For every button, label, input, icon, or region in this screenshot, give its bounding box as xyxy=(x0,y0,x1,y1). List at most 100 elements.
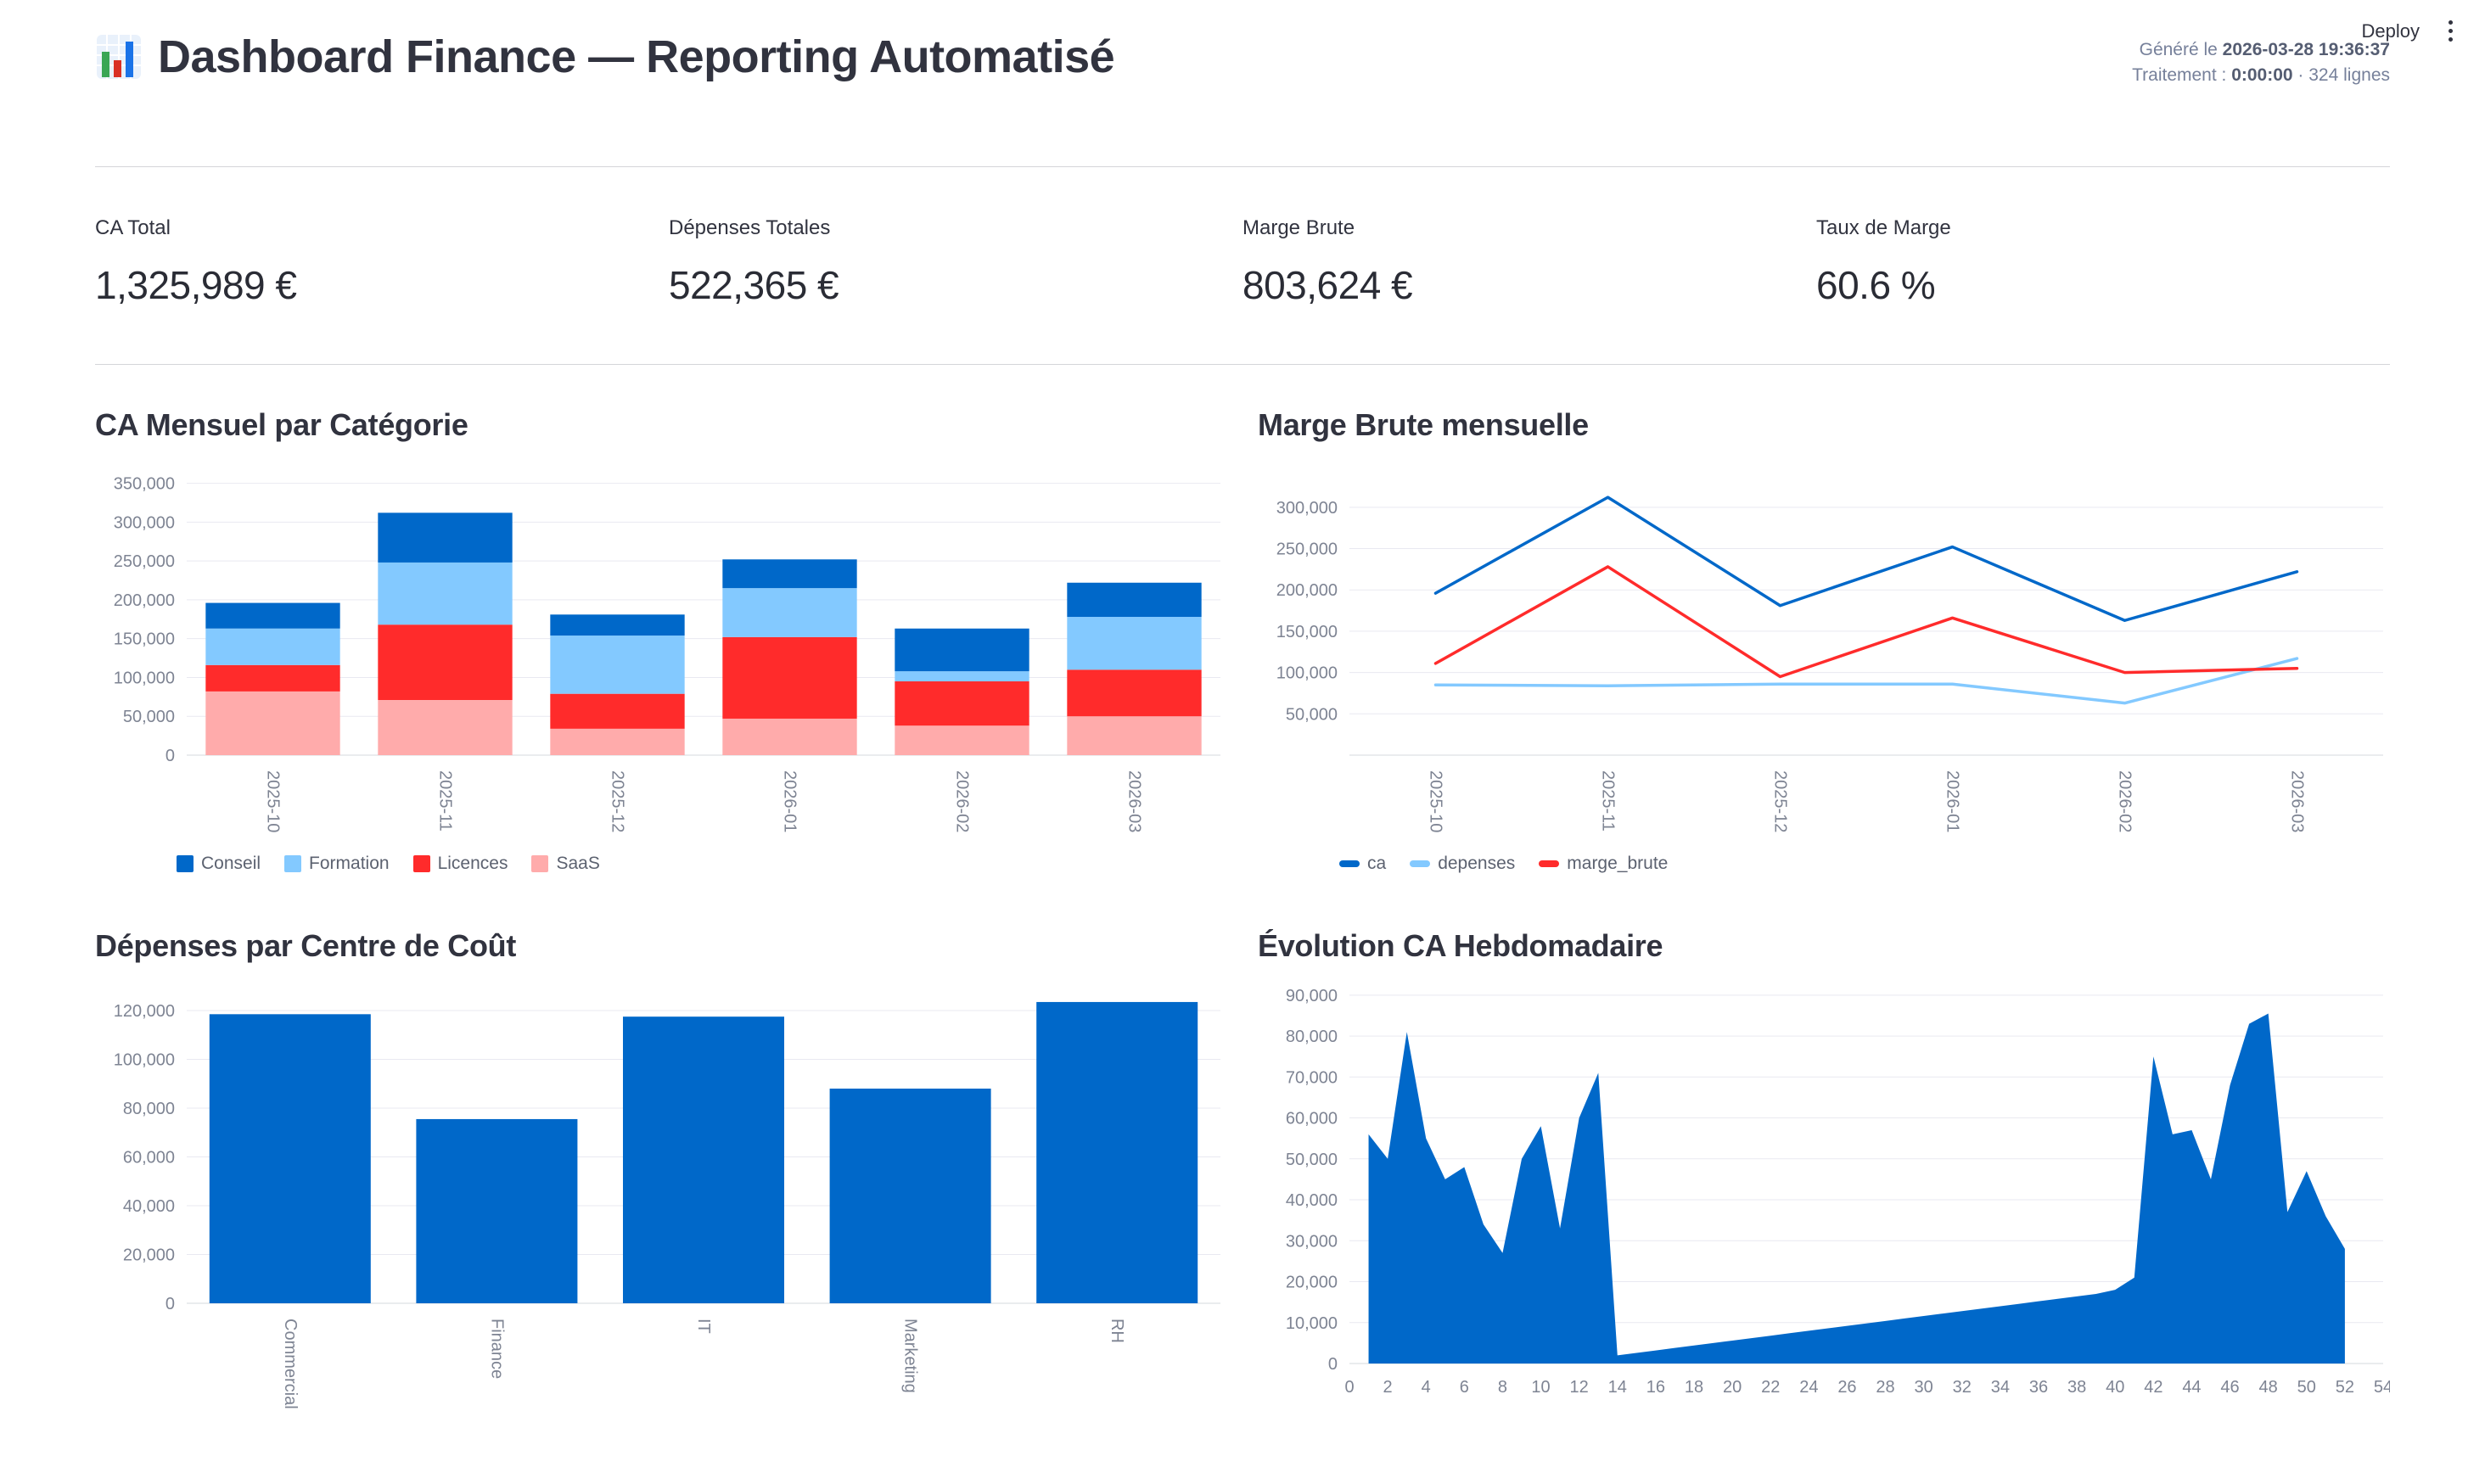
kebab-menu-icon[interactable] xyxy=(2445,17,2456,45)
svg-text:150,000: 150,000 xyxy=(114,630,175,649)
chart-ca-mensuel: CA Mensuel par Catégorie 0 50,000 100,000 1… xyxy=(95,407,1227,874)
svg-text:14: 14 xyxy=(1608,1378,1627,1397)
area-chart[interactable]: 0 10,000 20,000 30,000 40,000 50,000 60,000 70,… xyxy=(1258,977,2390,1453)
chart-title: Marge Brute mensuelle xyxy=(1258,407,1589,442)
legend-item-marge_brute[interactable]: marge_brute xyxy=(1539,854,1668,874)
legend-swatch xyxy=(177,855,194,872)
kpi-value: 1,325,989 € xyxy=(95,263,297,307)
legend-swatch xyxy=(412,855,430,872)
generated-timestamp: Généré le 2026-03-28 19:36:37 xyxy=(2139,40,2390,59)
legend-label: marge_brute xyxy=(1567,854,1669,873)
chart-title: Dépenses par Centre de Coût xyxy=(95,928,517,963)
svg-text:52: 52 xyxy=(2336,1378,2354,1397)
svg-text:6: 6 xyxy=(1460,1378,1469,1397)
svg-text:2025-11: 2025-11 xyxy=(1599,770,1618,832)
legend-swatch xyxy=(531,855,549,872)
legend-swatch xyxy=(1539,860,1560,867)
svg-text:Finance: Finance xyxy=(487,1319,506,1379)
svg-text:300,000: 300,000 xyxy=(1276,499,1338,518)
kpi-value: 522,365 € xyxy=(669,263,839,307)
legend-item-licences[interactable]: Licences xyxy=(412,854,508,874)
svg-text:0: 0 xyxy=(165,1295,175,1313)
svg-text:350,000: 350,000 xyxy=(114,475,175,494)
legend-item-formation[interactable]: Formation xyxy=(284,854,390,874)
kpi-value: 60.6 % xyxy=(1816,263,1936,307)
chart-title: Évolution CA Hebdomadaire xyxy=(1258,928,1663,963)
svg-text:300,000: 300,000 xyxy=(114,513,175,532)
svg-text:4: 4 xyxy=(1422,1378,1431,1397)
chart-depenses-centre-cout: Dépenses par Centre de Coût 0 20,000 40,00… xyxy=(95,928,1227,1453)
svg-text:100,000: 100,000 xyxy=(114,669,175,687)
page-header: Dashboard Finance — Reporting Automatisé… xyxy=(95,31,2390,88)
svg-text:10,000: 10,000 xyxy=(1286,1314,1338,1333)
main-content: Dashboard Finance — Reporting Automatisé… xyxy=(95,31,2390,1453)
svg-text:10: 10 xyxy=(1531,1378,1550,1397)
svg-text:2025-11: 2025-11 xyxy=(436,770,455,832)
svg-text:50,000: 50,000 xyxy=(1286,1151,1338,1169)
svg-text:20: 20 xyxy=(1723,1378,1742,1397)
kpi-label: Taux de Marge xyxy=(1816,216,1951,239)
svg-text:40,000: 40,000 xyxy=(123,1197,175,1216)
kpi-marge-brute: Marge Brute 803,624 € xyxy=(1242,216,1816,308)
svg-text:42: 42 xyxy=(2144,1378,2162,1397)
svg-text:2026-01: 2026-01 xyxy=(1944,770,1962,832)
svg-text:44: 44 xyxy=(2182,1378,2201,1397)
svg-text:34: 34 xyxy=(1991,1378,2010,1397)
svg-text:2: 2 xyxy=(1383,1378,1393,1397)
kpi-depenses-totales: Dépenses Totales 522,365 € xyxy=(669,216,1242,308)
svg-text:50: 50 xyxy=(2297,1378,2316,1397)
svg-text:60,000: 60,000 xyxy=(1286,1110,1338,1128)
processing-info: Traitement : 0:00:00 · 324 lignes xyxy=(2132,65,2390,85)
page-title: Dashboard Finance — Reporting Automatisé xyxy=(95,31,1115,83)
line-chart[interactable]: 50,000 100,000 150,000 200,000 250,000 300,00… xyxy=(1258,456,2390,848)
svg-text:18: 18 xyxy=(1685,1378,1703,1397)
svg-text:50,000: 50,000 xyxy=(123,708,175,726)
legend-label: SaaS xyxy=(556,854,600,873)
svg-text:2026-03: 2026-03 xyxy=(2288,770,2307,832)
legend-item-conseil[interactable]: Conseil xyxy=(177,854,261,874)
svg-text:2026-02: 2026-02 xyxy=(2116,770,2134,832)
svg-text:90,000: 90,000 xyxy=(1286,987,1338,1005)
page-title-text: Dashboard Finance — Reporting Automatisé xyxy=(158,31,1115,82)
svg-text:38: 38 xyxy=(2067,1378,2086,1397)
svg-text:28: 28 xyxy=(1876,1378,1894,1397)
stacked-bar-chart[interactable]: 0 50,000 100,000 150,000 200,000 250,000 300,0… xyxy=(95,456,1227,848)
kpi-value: 803,624 € xyxy=(1242,263,1413,307)
svg-text:2025-10: 2025-10 xyxy=(264,770,283,832)
svg-text:RH: RH xyxy=(1108,1319,1126,1343)
svg-text:100,000: 100,000 xyxy=(1276,664,1338,683)
legend-label: Formation xyxy=(309,854,390,873)
legend-label: Conseil xyxy=(201,854,261,873)
svg-text:2025-12: 2025-12 xyxy=(1771,770,1790,832)
legend-item-saas[interactable]: SaaS xyxy=(531,854,600,874)
legend-item-ca[interactable]: ca xyxy=(1339,854,1386,874)
app-toolbar: Deploy xyxy=(2362,17,2456,45)
kpi-label: Marge Brute xyxy=(1242,216,1355,239)
deploy-button[interactable]: Deploy xyxy=(2361,20,2420,42)
svg-text:0: 0 xyxy=(1344,1378,1354,1397)
bar-chart[interactable]: 0 20,000 40,000 60,000 80,000 100,000 120,000 C… xyxy=(95,977,1227,1453)
bar-chart-emoji-icon xyxy=(95,33,143,81)
chart-legend: ca depenses marge_brute xyxy=(1339,854,2390,874)
svg-text:30: 30 xyxy=(1915,1378,1933,1397)
svg-text:250,000: 250,000 xyxy=(1276,540,1338,559)
svg-text:2025-10: 2025-10 xyxy=(1427,770,1445,832)
svg-text:50,000: 50,000 xyxy=(1286,705,1338,724)
svg-text:16: 16 xyxy=(1646,1378,1665,1397)
kpi-taux-de-marge: Taux de Marge 60.6 % xyxy=(1816,216,2390,308)
svg-text:200,000: 200,000 xyxy=(114,591,175,610)
svg-text:2025-12: 2025-12 xyxy=(609,770,627,832)
svg-text:8: 8 xyxy=(1498,1378,1507,1397)
legend-swatch xyxy=(1339,860,1360,867)
svg-text:54: 54 xyxy=(2374,1378,2390,1397)
legend-swatch xyxy=(1410,860,1431,867)
legend-label: depenses xyxy=(1438,854,1516,873)
svg-text:150,000: 150,000 xyxy=(1276,623,1338,641)
kpi-label: Dépenses Totales xyxy=(669,216,831,239)
legend-item-depenses[interactable]: depenses xyxy=(1410,854,1515,874)
svg-text:36: 36 xyxy=(2029,1378,2048,1397)
svg-text:100,000: 100,000 xyxy=(114,1051,175,1070)
svg-text:12: 12 xyxy=(1570,1378,1589,1397)
svg-text:24: 24 xyxy=(1799,1378,1818,1397)
legend-label: Licences xyxy=(437,854,508,873)
